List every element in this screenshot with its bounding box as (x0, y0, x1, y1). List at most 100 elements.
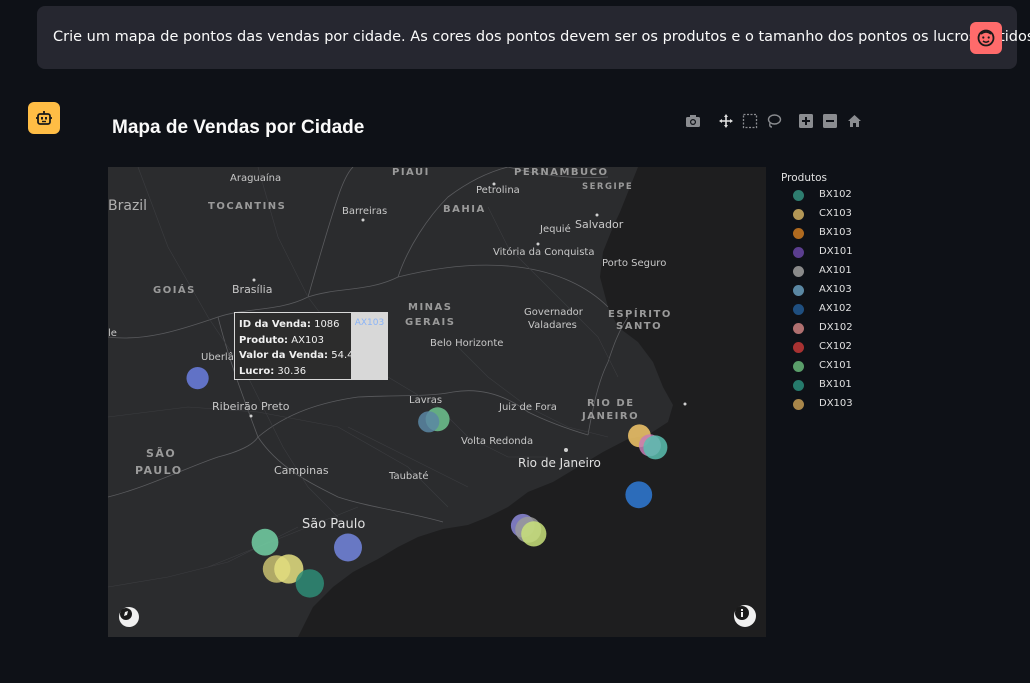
legend-item-cx103[interactable]: CX103 (781, 207, 852, 226)
legend-swatch (793, 399, 804, 410)
legend-swatch (793, 361, 804, 372)
legend-swatch (793, 190, 804, 201)
map-label-ribeirao-preto: Ribeirão Preto (212, 400, 290, 413)
data-points[interactable] (186, 367, 668, 598)
legend-label: BX102 (819, 189, 852, 200)
data-point-ax102[interactable] (625, 481, 653, 509)
map-label-jequie: Jequié (540, 224, 571, 235)
tooltip-id-label: ID da Venda: (239, 319, 311, 330)
legend-label: AX102 (819, 303, 852, 314)
legend-swatch (793, 342, 804, 353)
legend-swatch (793, 285, 804, 296)
legend-item-ax102[interactable]: AX102 (781, 302, 852, 321)
scatter-map[interactable]: Araguaína PIAUÍ PERNAMBUCO SERGIPE Petro… (108, 167, 766, 637)
zoom-out-icon (823, 114, 837, 128)
data-point-bx101[interactable] (643, 435, 668, 460)
zoom-in-icon (799, 114, 813, 128)
map-label-sao: SÃO (146, 447, 177, 460)
map-label-minas: MINAS (408, 302, 453, 313)
map-label-belo-horizonte: Belo Horizonte (430, 338, 504, 349)
data-point-bx101[interactable] (295, 569, 324, 598)
map-label-petrolina: Petrolina (476, 185, 520, 196)
info-icon (735, 606, 749, 620)
legend-item-cx101[interactable]: CX101 (781, 359, 852, 378)
map-label-gerais: GERAIS (405, 317, 456, 328)
map-label-vitoria-conquista: Vitória da Conquista (493, 247, 595, 258)
pan-icon (719, 114, 733, 128)
download-png-button[interactable] (684, 112, 702, 130)
legend-item-cx102[interactable]: CX102 (781, 340, 852, 359)
legend-swatch (793, 209, 804, 220)
map-label-lavras: Lavras (409, 395, 443, 406)
data-point-cx101[interactable] (251, 528, 279, 556)
map-label-piaui: PIAUÍ (392, 167, 430, 178)
mapbox-logo-button[interactable] (119, 607, 139, 627)
map-label-campinas: Campinas (274, 464, 329, 477)
legend: Produtos BX102 CX103 BX103 DX101 AX101 AX103 A… (781, 172, 853, 416)
legend-swatch (793, 247, 804, 258)
tooltip-product-label: Produto: (239, 334, 289, 346)
legend-label: CX103 (819, 208, 852, 219)
map-label-porto-seguro: Porto Seguro (602, 258, 667, 269)
map-label-santo: SANTO (616, 321, 663, 332)
legend-label: BX103 (819, 227, 852, 238)
camera-icon (686, 115, 700, 127)
map-label-janeiro: JANEIRO (582, 411, 640, 422)
chart-title: Mapa de Vendas por Cidade (112, 117, 365, 138)
tooltip-product-value: AX103 (291, 334, 325, 346)
data-point-ax103[interactable] (418, 411, 440, 433)
legend-swatch (793, 380, 804, 391)
legend-swatch (793, 323, 804, 334)
legend-swatch (793, 304, 804, 315)
assistant-avatar (28, 102, 60, 134)
zoom-in-button[interactable] (797, 112, 815, 130)
data-point-ax103[interactable] (186, 367, 209, 390)
tooltip-profit-label: Lucro: (239, 365, 275, 377)
box-select-icon (742, 113, 758, 129)
lasso-select-button[interactable] (765, 112, 783, 130)
map-label-brazil: Brazil (108, 198, 148, 214)
legend-item-bx103[interactable]: BX103 (781, 226, 852, 245)
legend-item-dx101[interactable]: DX101 (781, 245, 853, 264)
zoom-out-button[interactable] (821, 112, 839, 130)
legend-label: CX102 (819, 341, 852, 352)
legend-item-bx102[interactable]: BX102 (781, 188, 852, 207)
legend-item-ax101[interactable]: AX101 (781, 264, 852, 283)
pan-button[interactable] (717, 112, 735, 130)
map-label-espirito: ESPÍRITO (608, 309, 672, 320)
map-label-pernambuco: PERNAMBUCO (514, 167, 609, 178)
map-label-rio-de-janeiro: Rio de Janeiro (518, 456, 601, 470)
legend-item-dx102[interactable]: DX102 (781, 321, 853, 340)
data-point-ax103[interactable] (334, 533, 362, 562)
hover-tooltip: ID da Venda: 1086 Produto: AX103 Valor d… (234, 312, 388, 380)
legend-title: Produtos (781, 172, 827, 184)
legend-label: DX101 (819, 246, 853, 257)
map-label-valadares: Valadares (528, 320, 577, 331)
legend-item-dx103[interactable]: DX103 (781, 397, 853, 416)
legend-item-ax103[interactable]: AX103 (781, 283, 852, 302)
legend-label: DX102 (819, 322, 853, 333)
map-label-taubate: Taubaté (389, 471, 429, 482)
tooltip-profit-value: 30.36 (277, 365, 307, 377)
legend-label: CX101 (819, 360, 852, 371)
legend-label: BX101 (819, 379, 852, 390)
tooltip-trace-tag: AX103 (351, 312, 388, 380)
box-select-button[interactable] (741, 112, 759, 130)
map-label-paulo: PAULO (135, 464, 183, 477)
robot-icon (36, 111, 52, 125)
reset-view-button[interactable] (845, 112, 863, 130)
data-point-cx103[interactable] (521, 521, 547, 547)
legend-item-bx101[interactable]: BX101 (781, 378, 852, 397)
map-label-tocantins: TOCANTINS (208, 201, 287, 212)
data-point-dx103[interactable] (274, 554, 304, 584)
tooltip-sale-value: 54.44 (331, 350, 360, 361)
city-markers (249, 182, 687, 452)
map-label-sergipe: SERGIPE (582, 182, 634, 192)
map-label-sao-paulo: São Paulo (302, 517, 366, 532)
attribution-info-button[interactable] (734, 605, 756, 627)
legend-label: AX103 (819, 284, 852, 295)
map-label-le: le (108, 328, 117, 339)
map-canvas[interactable] (108, 167, 766, 637)
map-label-salvador: Salvador (575, 218, 624, 231)
user-message: Crie um mapa de pontos das vendas por ci… (37, 6, 1030, 69)
